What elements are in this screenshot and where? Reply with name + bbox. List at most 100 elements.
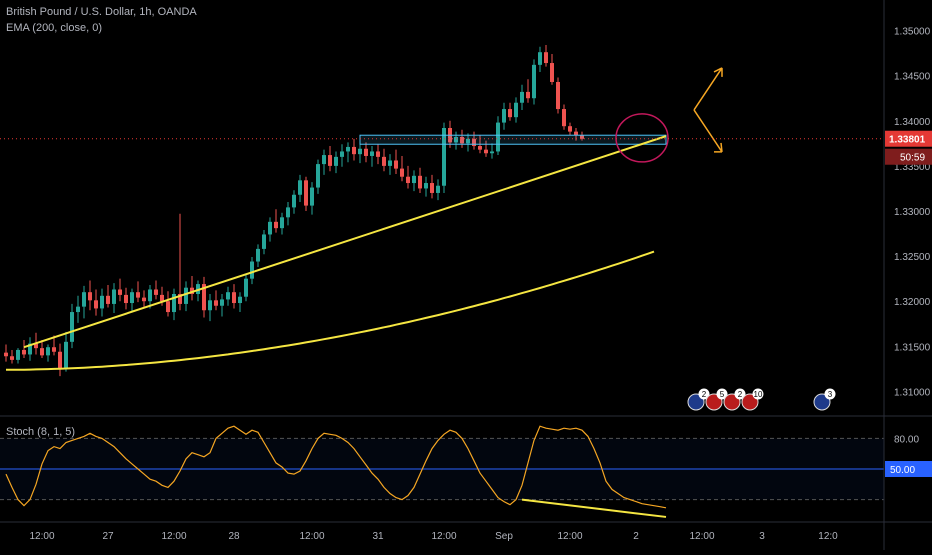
- candle-body: [28, 343, 32, 355]
- candle-body: [52, 347, 56, 352]
- candle-body: [64, 341, 68, 368]
- candle-body: [250, 261, 254, 279]
- candle-body: [286, 207, 290, 218]
- ema-legend[interactable]: EMA (200, close, 0): [6, 22, 102, 34]
- time-axis-tick: 3: [759, 531, 765, 542]
- event-count-badge: [824, 388, 836, 400]
- time-axis-tick: 31: [372, 531, 384, 542]
- candle-body: [70, 312, 74, 342]
- projection-arrow-down: [693, 109, 723, 153]
- candle-body: [214, 300, 218, 306]
- candle-body: [58, 351, 62, 368]
- candle-body: [40, 348, 44, 356]
- candle-body: [172, 294, 176, 313]
- event-count-badge: [716, 388, 728, 400]
- event-count: 2: [738, 390, 743, 399]
- price-axis-tick: 1.32000: [894, 297, 931, 308]
- candle-body: [340, 151, 344, 157]
- candle-body: [124, 294, 128, 304]
- candle-body: [166, 301, 170, 313]
- projection-arrow-up: [693, 67, 723, 111]
- candle-body: [136, 292, 140, 298]
- osc-axis-tick: 80.00: [894, 434, 919, 445]
- candle-body: [502, 109, 506, 123]
- candle-body: [406, 176, 410, 184]
- candle-body: [118, 289, 122, 295]
- candle-body: [298, 180, 302, 195]
- event-flag-us: [723, 393, 741, 411]
- candle-body: [346, 146, 350, 152]
- candle-body: [184, 287, 188, 304]
- candle-body: [94, 300, 98, 309]
- countdown-label: 50:59: [900, 153, 925, 164]
- candle-body: [580, 135, 584, 139]
- candle-body: [364, 148, 368, 156]
- price-axis-tick: 1.32500: [894, 252, 931, 263]
- price-axis-tick: 1.35000: [894, 27, 931, 38]
- candle-body: [262, 234, 266, 249]
- candle-body: [508, 109, 512, 118]
- event-count-badge: [752, 388, 764, 400]
- resistance-zone: [359, 134, 667, 145]
- divergence-line: [521, 498, 667, 518]
- candle-body: [400, 168, 404, 177]
- candle-body: [430, 183, 434, 193]
- candle-body: [376, 151, 380, 157]
- candle-body: [328, 155, 332, 166]
- price-axis-tick: 1.31500: [894, 342, 931, 353]
- time-axis-tick: 12:00: [689, 531, 714, 542]
- event-flag-us: [705, 393, 723, 411]
- candle-body: [394, 160, 398, 169]
- time-axis-tick: 2: [633, 531, 639, 542]
- candle-body: [310, 187, 314, 206]
- symbol-legend[interactable]: British Pound / U.S. Dollar, 1h, OANDA: [6, 6, 197, 18]
- candle-body: [478, 146, 482, 150]
- candle-body: [220, 299, 224, 306]
- price-pane: 2 5 2 10 3: [0, 44, 884, 411]
- candle-body: [34, 343, 38, 349]
- stoch-legend[interactable]: Stoch (8, 1, 5): [6, 426, 76, 438]
- candle-body: [16, 349, 20, 360]
- candle-body: [454, 137, 458, 143]
- candle-body: [76, 306, 80, 313]
- candle-body: [280, 217, 284, 229]
- candle-body: [382, 156, 386, 166]
- time-axis-tick: 27: [102, 531, 114, 542]
- ascending-trendline: [23, 135, 667, 349]
- event-flag-uk: [687, 393, 705, 411]
- candle-body: [484, 149, 488, 154]
- event-count: 3: [828, 390, 833, 399]
- time-axis-tick: Sep: [495, 531, 513, 542]
- osc-level-50-label: 50.00: [890, 465, 915, 476]
- candle-body: [22, 349, 26, 355]
- price-axis-tick: 1.33000: [894, 207, 931, 218]
- candle-body: [412, 175, 416, 184]
- candle-body: [514, 102, 518, 118]
- price-axis-tick: 1.34000: [894, 117, 931, 128]
- candle-body: [550, 63, 554, 82]
- candle-body: [358, 148, 362, 155]
- candle-body: [472, 138, 476, 147]
- candle-body: [160, 294, 164, 302]
- candle-body: [226, 292, 230, 300]
- event-count: 2: [702, 390, 707, 399]
- candle-body: [82, 292, 86, 307]
- candle-body: [520, 91, 524, 103]
- event-flag-us: [741, 393, 759, 411]
- candle-body: [538, 52, 542, 65]
- candle-body: [130, 292, 134, 304]
- candle-body: [244, 278, 248, 297]
- candle-body: [316, 164, 320, 188]
- price-axis-tick: 1.34500: [894, 72, 931, 83]
- countdown-tag: [885, 148, 932, 165]
- price-axis-tick: 1.33500: [894, 162, 931, 173]
- candle-body: [238, 296, 242, 304]
- candle-body: [322, 155, 326, 165]
- candle-body: [256, 248, 260, 262]
- candle-body: [352, 146, 356, 155]
- event-count: 5: [720, 390, 725, 399]
- candle-body: [568, 126, 572, 132]
- candle-body: [46, 347, 50, 356]
